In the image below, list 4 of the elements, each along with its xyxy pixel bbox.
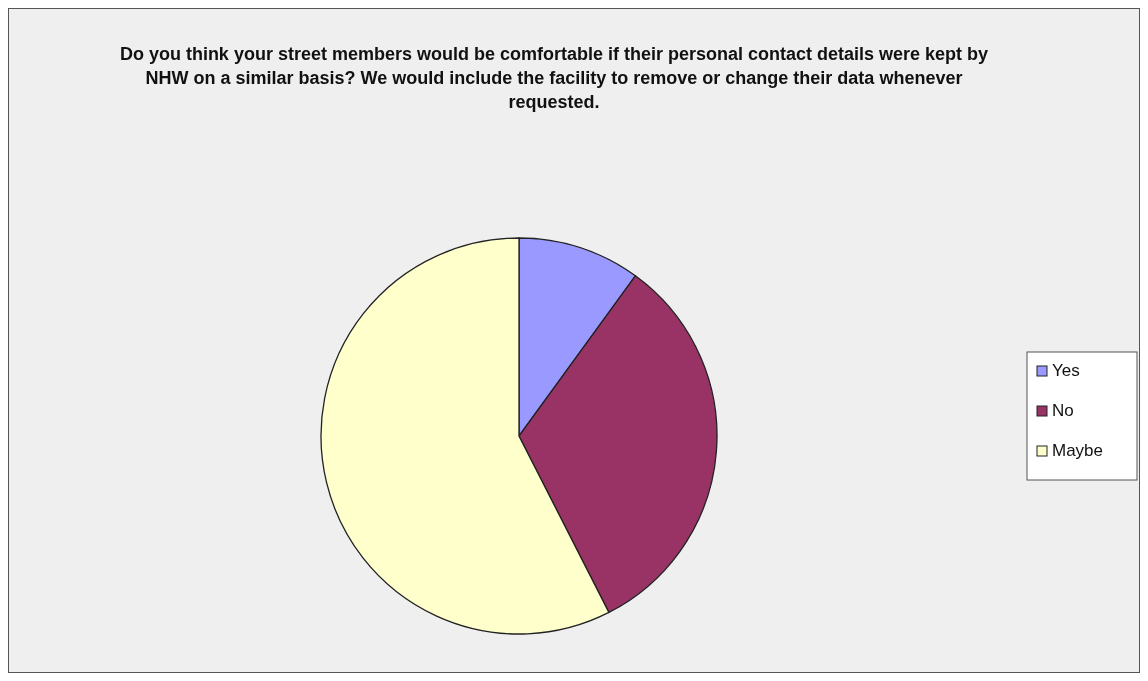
legend-label: Maybe <box>1052 441 1104 460</box>
legend-label: Yes <box>1052 361 1080 380</box>
legend-label: No <box>1052 401 1074 420</box>
chart-title: Do you think your street members would be comfortable if their personal contact details were kept by NHW on a similar basis? We would include the facility to remove or change their data whenever requested. <box>119 44 989 112</box>
